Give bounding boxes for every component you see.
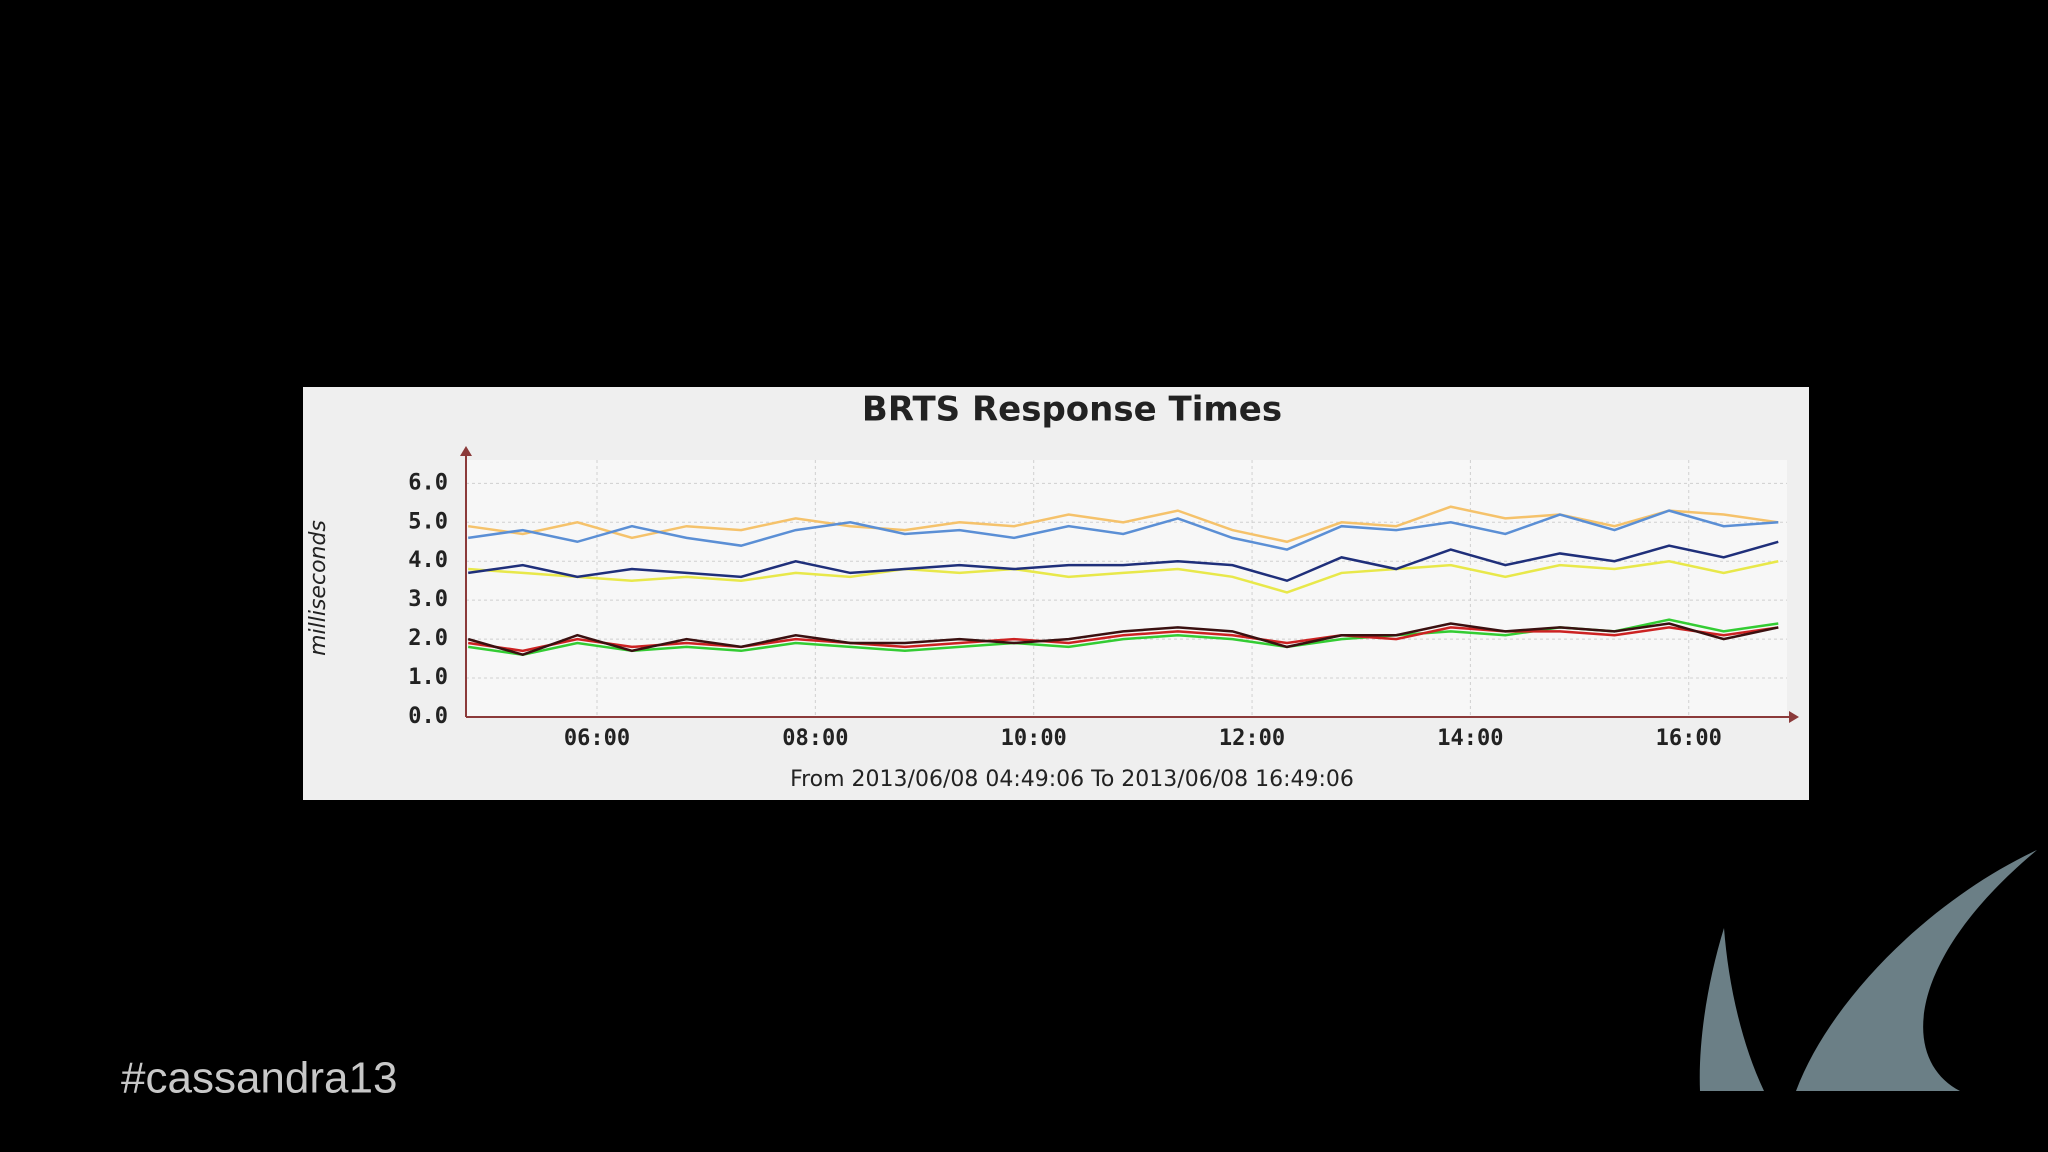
x-axis-arrow [1789,711,1799,723]
x-tick-label: 16:00 [1656,726,1722,751]
y-tick-label: 5.0 [408,509,448,534]
y-axis-label: milliseconds [306,520,331,656]
x-tick-label: 14:00 [1437,726,1503,751]
x-tick-label: 06:00 [564,726,630,751]
series-line [468,626,1779,653]
plot-area [466,460,1787,717]
series-line [468,540,1779,583]
y-tick-label: 4.0 [408,548,448,573]
y-tick-label: 1.0 [408,665,448,690]
plot: 0.0 1.0 2.0 3.0 4.0 5.0 6.0 06:00 08:00 10:00 12:0… [408,460,1787,751]
logo-fin [1699,928,1764,1091]
x-tick-label: 10:00 [1001,726,1067,751]
x-tick-label: 08:00 [782,726,848,751]
series-line [468,509,1779,551]
hashtag: #cassandra13 [121,1054,397,1103]
logo [1699,850,2037,1091]
series-line [468,559,1779,594]
series-line [467,622,1779,657]
y-tick-label: 3.0 [408,587,448,612]
y-tick-label: 2.0 [408,626,448,651]
y-tick-label: 0.0 [408,704,448,729]
logo-fin [1796,850,2037,1091]
chart-title: BRTS Response Times [862,390,1282,430]
y-tick-label: 6.0 [408,470,448,495]
y-axis-arrow [460,446,472,456]
chart-subtitle: From 2013/06/08 04:49:06 To 2013/06/08 1… [790,767,1354,792]
x-tick-label: 12:00 [1219,726,1285,751]
